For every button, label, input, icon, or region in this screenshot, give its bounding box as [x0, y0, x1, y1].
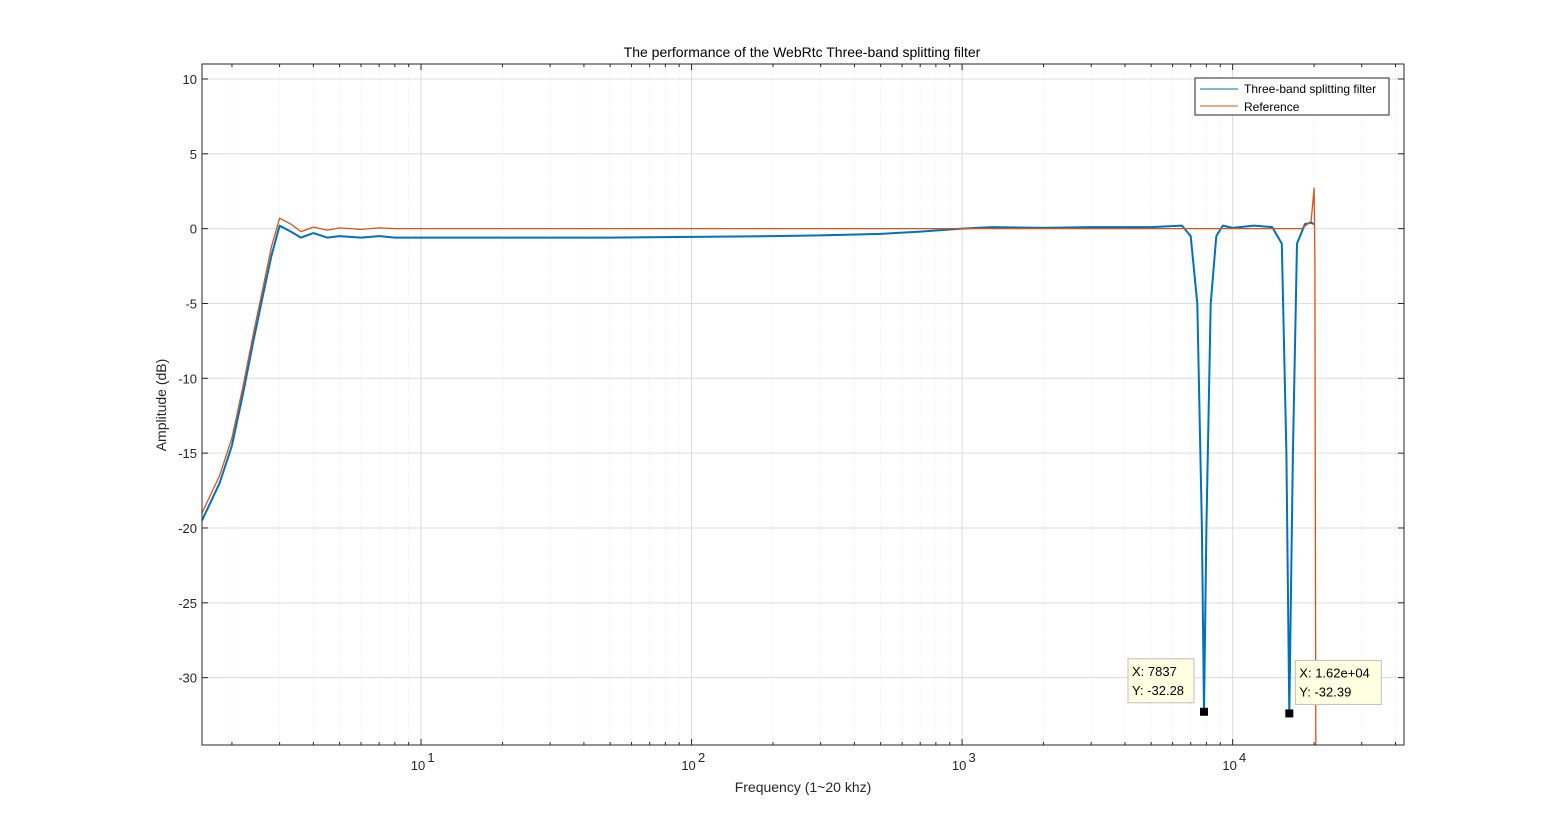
chart-title: The performance of the WebRtc Three-band… [624, 44, 981, 60]
y-tick-label: -30 [178, 671, 197, 686]
datatip-marker [1199, 707, 1208, 716]
y-tick-labels: 10 5 0 -5 -10 -15 -20 -25 -30 [178, 72, 197, 686]
y-tick-label: -5 [185, 296, 197, 311]
y-tick-label: -25 [178, 596, 197, 611]
x-tick-label-exponent: 4 [1239, 750, 1246, 765]
series-line-reference [201, 187, 1317, 746]
datatip-x-label: X: 1.62e+04 [1299, 665, 1369, 680]
datatip[interactable]: X: 7837 Y: -32.28 [1127, 658, 1208, 716]
datatip-y-label: Y: -32.28 [1132, 683, 1184, 698]
y-tick-label: -10 [178, 371, 197, 386]
series-layer [201, 187, 1317, 746]
datatips-layer: X: 7837 Y: -32.28 X: 1.62e+04 Y: -32.39 [1127, 658, 1382, 718]
datatip-box [1294, 659, 1382, 705]
plot-background [202, 64, 1404, 745]
x-tick-label: 10 [681, 758, 695, 773]
plot-area [201, 63, 1405, 746]
y-tick-label: 10 [183, 72, 197, 87]
legend-label-three-band: Three-band splitting filter [1244, 82, 1376, 96]
y-tick-label: 0 [190, 222, 197, 237]
series-line-three-band [201, 221, 1315, 715]
x-axis-label: Frequency (1~20 khz) [735, 779, 872, 795]
datatip[interactable]: X: 1.62e+04 Y: -32.39 [1285, 659, 1382, 718]
datatip-y-label: Y: -32.39 [1299, 684, 1351, 699]
legend[interactable]: Three-band splitting filter Reference [1194, 77, 1390, 116]
y-tick-label: 5 [190, 147, 197, 162]
x-tick-label-exponent: 3 [968, 750, 975, 765]
datatip-box [1127, 658, 1195, 704]
legend-label-reference: Reference [1244, 100, 1300, 114]
y-axis-label: Amplitude (dB) [153, 359, 169, 452]
tick-marks [202, 64, 1404, 745]
x-tick-label: 10 [952, 758, 966, 773]
x-tick-label-exponent: 2 [698, 750, 705, 765]
legend-box [1194, 77, 1390, 116]
y-tick-label: -15 [178, 446, 197, 461]
x-tick-label-exponent: 1 [427, 750, 434, 765]
y-tick-label: -20 [178, 521, 197, 536]
x-tick-label: 10 [1222, 758, 1236, 773]
datatip-marker [1285, 709, 1294, 718]
datatip-x-label: X: 7837 [1132, 664, 1177, 679]
plot-box [201, 63, 1405, 746]
x-tick-label: 10 [411, 758, 425, 773]
minor-grid [231, 64, 1397, 745]
